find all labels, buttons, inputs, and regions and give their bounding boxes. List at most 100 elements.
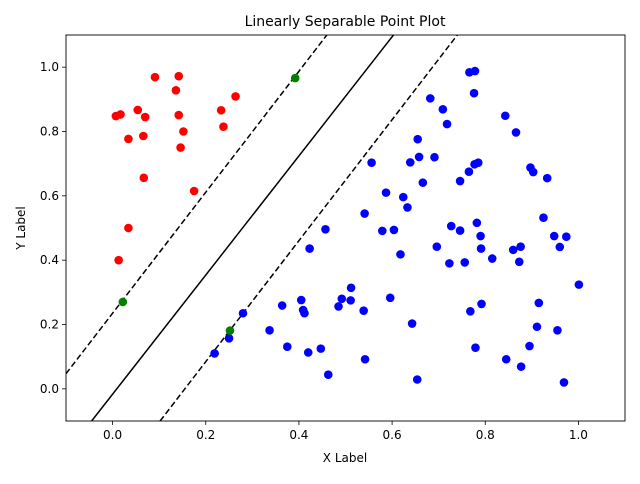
point-s1-17: [346, 283, 356, 293]
point-s1-23: [381, 188, 391, 197]
boundary-lines: [66, 35, 458, 421]
point-s1-52: [472, 218, 482, 228]
point-s1-38: [438, 105, 448, 114]
point-s1-54: [476, 231, 485, 241]
point-s1-67: [528, 167, 538, 177]
point-s1-58: [500, 111, 510, 121]
point-s1-72: [549, 231, 559, 241]
margin-line-0: [66, 35, 328, 375]
y-tick-label-2: 0.4: [40, 253, 59, 267]
point-s1-69: [534, 298, 544, 308]
point-s1-33: [414, 152, 424, 162]
point-s1-1: [224, 334, 234, 343]
point-s1-41: [446, 221, 456, 231]
point-s1-53: [473, 158, 483, 168]
point-s0-17: [219, 122, 228, 131]
point-s1-2: [238, 308, 248, 318]
point-s1-30: [407, 319, 417, 328]
point-s1-22: [378, 226, 387, 236]
plot-frame: [65, 34, 626, 422]
point-s0-4: [150, 72, 160, 82]
point-s1-13: [323, 370, 333, 379]
x-tick-label-1: 0.2: [196, 428, 215, 442]
point-s1-68: [532, 322, 542, 332]
point-s1-18: [359, 306, 368, 315]
point-s0-2: [133, 105, 143, 115]
point-s1-5: [282, 342, 292, 351]
point-s1-4: [277, 301, 287, 310]
point-s0-16: [216, 105, 226, 115]
point-s1-25: [389, 225, 399, 235]
point-s1-11: [316, 344, 326, 353]
y-axis-ticks: 0.0 0.2 0.4 0.6 0.8 1.0: [40, 60, 66, 396]
point-s1-26: [396, 250, 405, 259]
point-s1-51: [471, 343, 480, 352]
point-s0-6: [174, 71, 184, 81]
x-tick-label-3: 0.6: [383, 428, 402, 442]
point-s1-34: [418, 178, 428, 187]
point-s1-20: [360, 209, 369, 218]
point-s1-8: [300, 308, 309, 318]
point-s0-14: [124, 223, 133, 233]
point-s1-56: [477, 299, 486, 309]
point-s1-14: [334, 302, 343, 311]
point-s1-40: [445, 259, 454, 268]
point-s1-59: [501, 354, 511, 364]
point-s1-64: [516, 362, 526, 371]
point-s1-16: [346, 296, 355, 305]
point-s1-70: [539, 213, 548, 223]
point-s1-31: [412, 375, 422, 384]
point-s1-6: [296, 295, 306, 305]
point-s2-0: [290, 73, 300, 83]
point-s0-13: [189, 186, 199, 196]
decision-boundary-line: [91, 35, 395, 421]
point-s1-44: [460, 258, 470, 267]
point-s0-3: [140, 112, 150, 122]
point-s1-48: [469, 88, 479, 98]
point-s0-15: [114, 255, 123, 265]
point-s0-8: [179, 127, 188, 136]
x-axis-label: X Label: [323, 451, 367, 465]
y-tick-label-0: 0.0: [40, 382, 59, 396]
y-axis-label: Y Label: [14, 206, 28, 251]
point-s1-12: [321, 224, 330, 234]
point-s1-45: [464, 167, 474, 177]
point-s1-9: [303, 348, 313, 357]
point-s0-11: [139, 131, 148, 141]
point-s0-18: [231, 92, 240, 101]
margin-line-2: [159, 35, 458, 421]
point-s1-63: [516, 242, 525, 251]
x-tick-label-2: 0.4: [289, 428, 308, 442]
point-s1-57: [487, 254, 497, 263]
point-s0-1: [116, 110, 125, 119]
x-tick-label-5: 1.0: [569, 428, 588, 442]
point-s1-29: [405, 158, 415, 167]
y-tick-label-4: 0.8: [40, 125, 59, 139]
point-s1-49: [470, 66, 480, 76]
point-s1-39: [442, 119, 452, 129]
point-s1-60: [508, 245, 518, 255]
point-s1-62: [514, 257, 524, 267]
x-axis-ticks: 0.0 0.2 0.4 0.6 0.8 1.0: [103, 421, 588, 442]
point-s1-65: [525, 341, 534, 351]
point-s1-24: [385, 293, 395, 303]
y-tick-label-3: 0.6: [40, 189, 59, 203]
point-s1-36: [430, 152, 439, 162]
point-s1-74: [555, 242, 565, 252]
point-s1-47: [466, 307, 475, 316]
point-s0-10: [124, 134, 133, 144]
x-tick-label-0: 0.0: [103, 428, 122, 442]
point-s1-10: [305, 244, 314, 253]
point-s0-9: [176, 143, 185, 152]
point-s1-27: [398, 192, 408, 202]
data-points: [111, 66, 584, 387]
point-s2-2: [225, 326, 235, 335]
point-s1-75: [559, 378, 569, 387]
point-s1-43: [455, 226, 465, 235]
point-s1-15: [337, 294, 347, 304]
point-s1-77: [574, 280, 584, 289]
point-s2-1: [118, 297, 128, 307]
